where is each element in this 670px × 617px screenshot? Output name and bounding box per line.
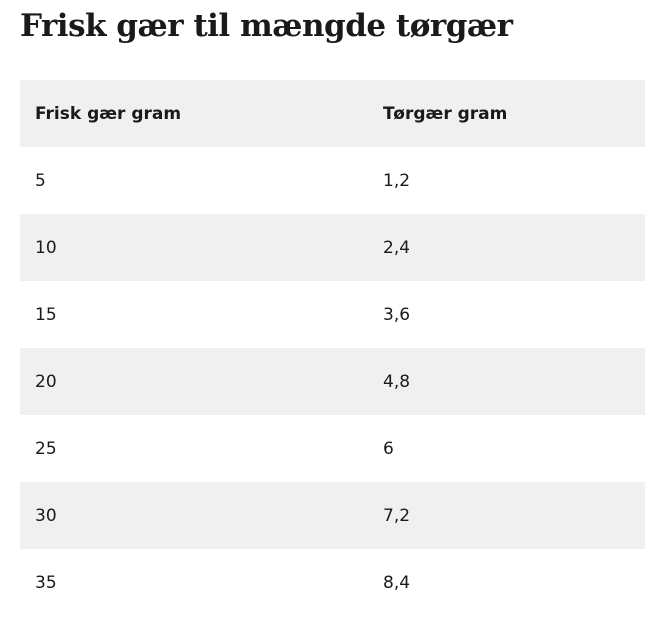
column-header: Frisk gær gram [35,103,182,124]
table-cell: 8,4 [383,572,411,593]
table-cell: 7,2 [383,505,411,526]
table-row: 35 8,4 [20,549,645,616]
table-cell: 6 [383,438,394,459]
table-cell: 2,4 [383,237,411,258]
table-row: 10 2,4 [20,214,645,281]
title: Frisk gær til mængde tørgær [20,8,513,44]
table-cell: 10 [35,237,57,258]
table-body: 5 1,2 10 2,4 15 3,6 20 4,8 25 6 30 7,2 35 8,4 [20,147,645,616]
table-row: 30 7,2 [20,482,645,549]
column-header: Tørgær gram [383,103,508,124]
table-row: 15 3,6 [20,281,645,348]
table-cell: 4,8 [383,371,411,392]
table-row: 5 1,2 [20,147,645,214]
table-row: 25 6 [20,415,645,482]
table-cell: 3,6 [383,304,411,325]
table-cell: 35 [35,572,57,593]
header-row: Frisk gær gram Tørgær gram [20,80,645,147]
table-cell: 25 [35,438,57,459]
table-row: 20 4,8 [20,348,645,415]
table: Frisk gær gram Tørgær gram 5 1,2 10 2,4 15 3,6… [20,80,645,616]
table-cell: 15 [35,304,57,325]
table-cell: 30 [35,505,57,526]
table-cell: 20 [35,371,57,392]
table-cell: 5 [35,170,46,191]
table-cell: 1,2 [383,170,411,191]
